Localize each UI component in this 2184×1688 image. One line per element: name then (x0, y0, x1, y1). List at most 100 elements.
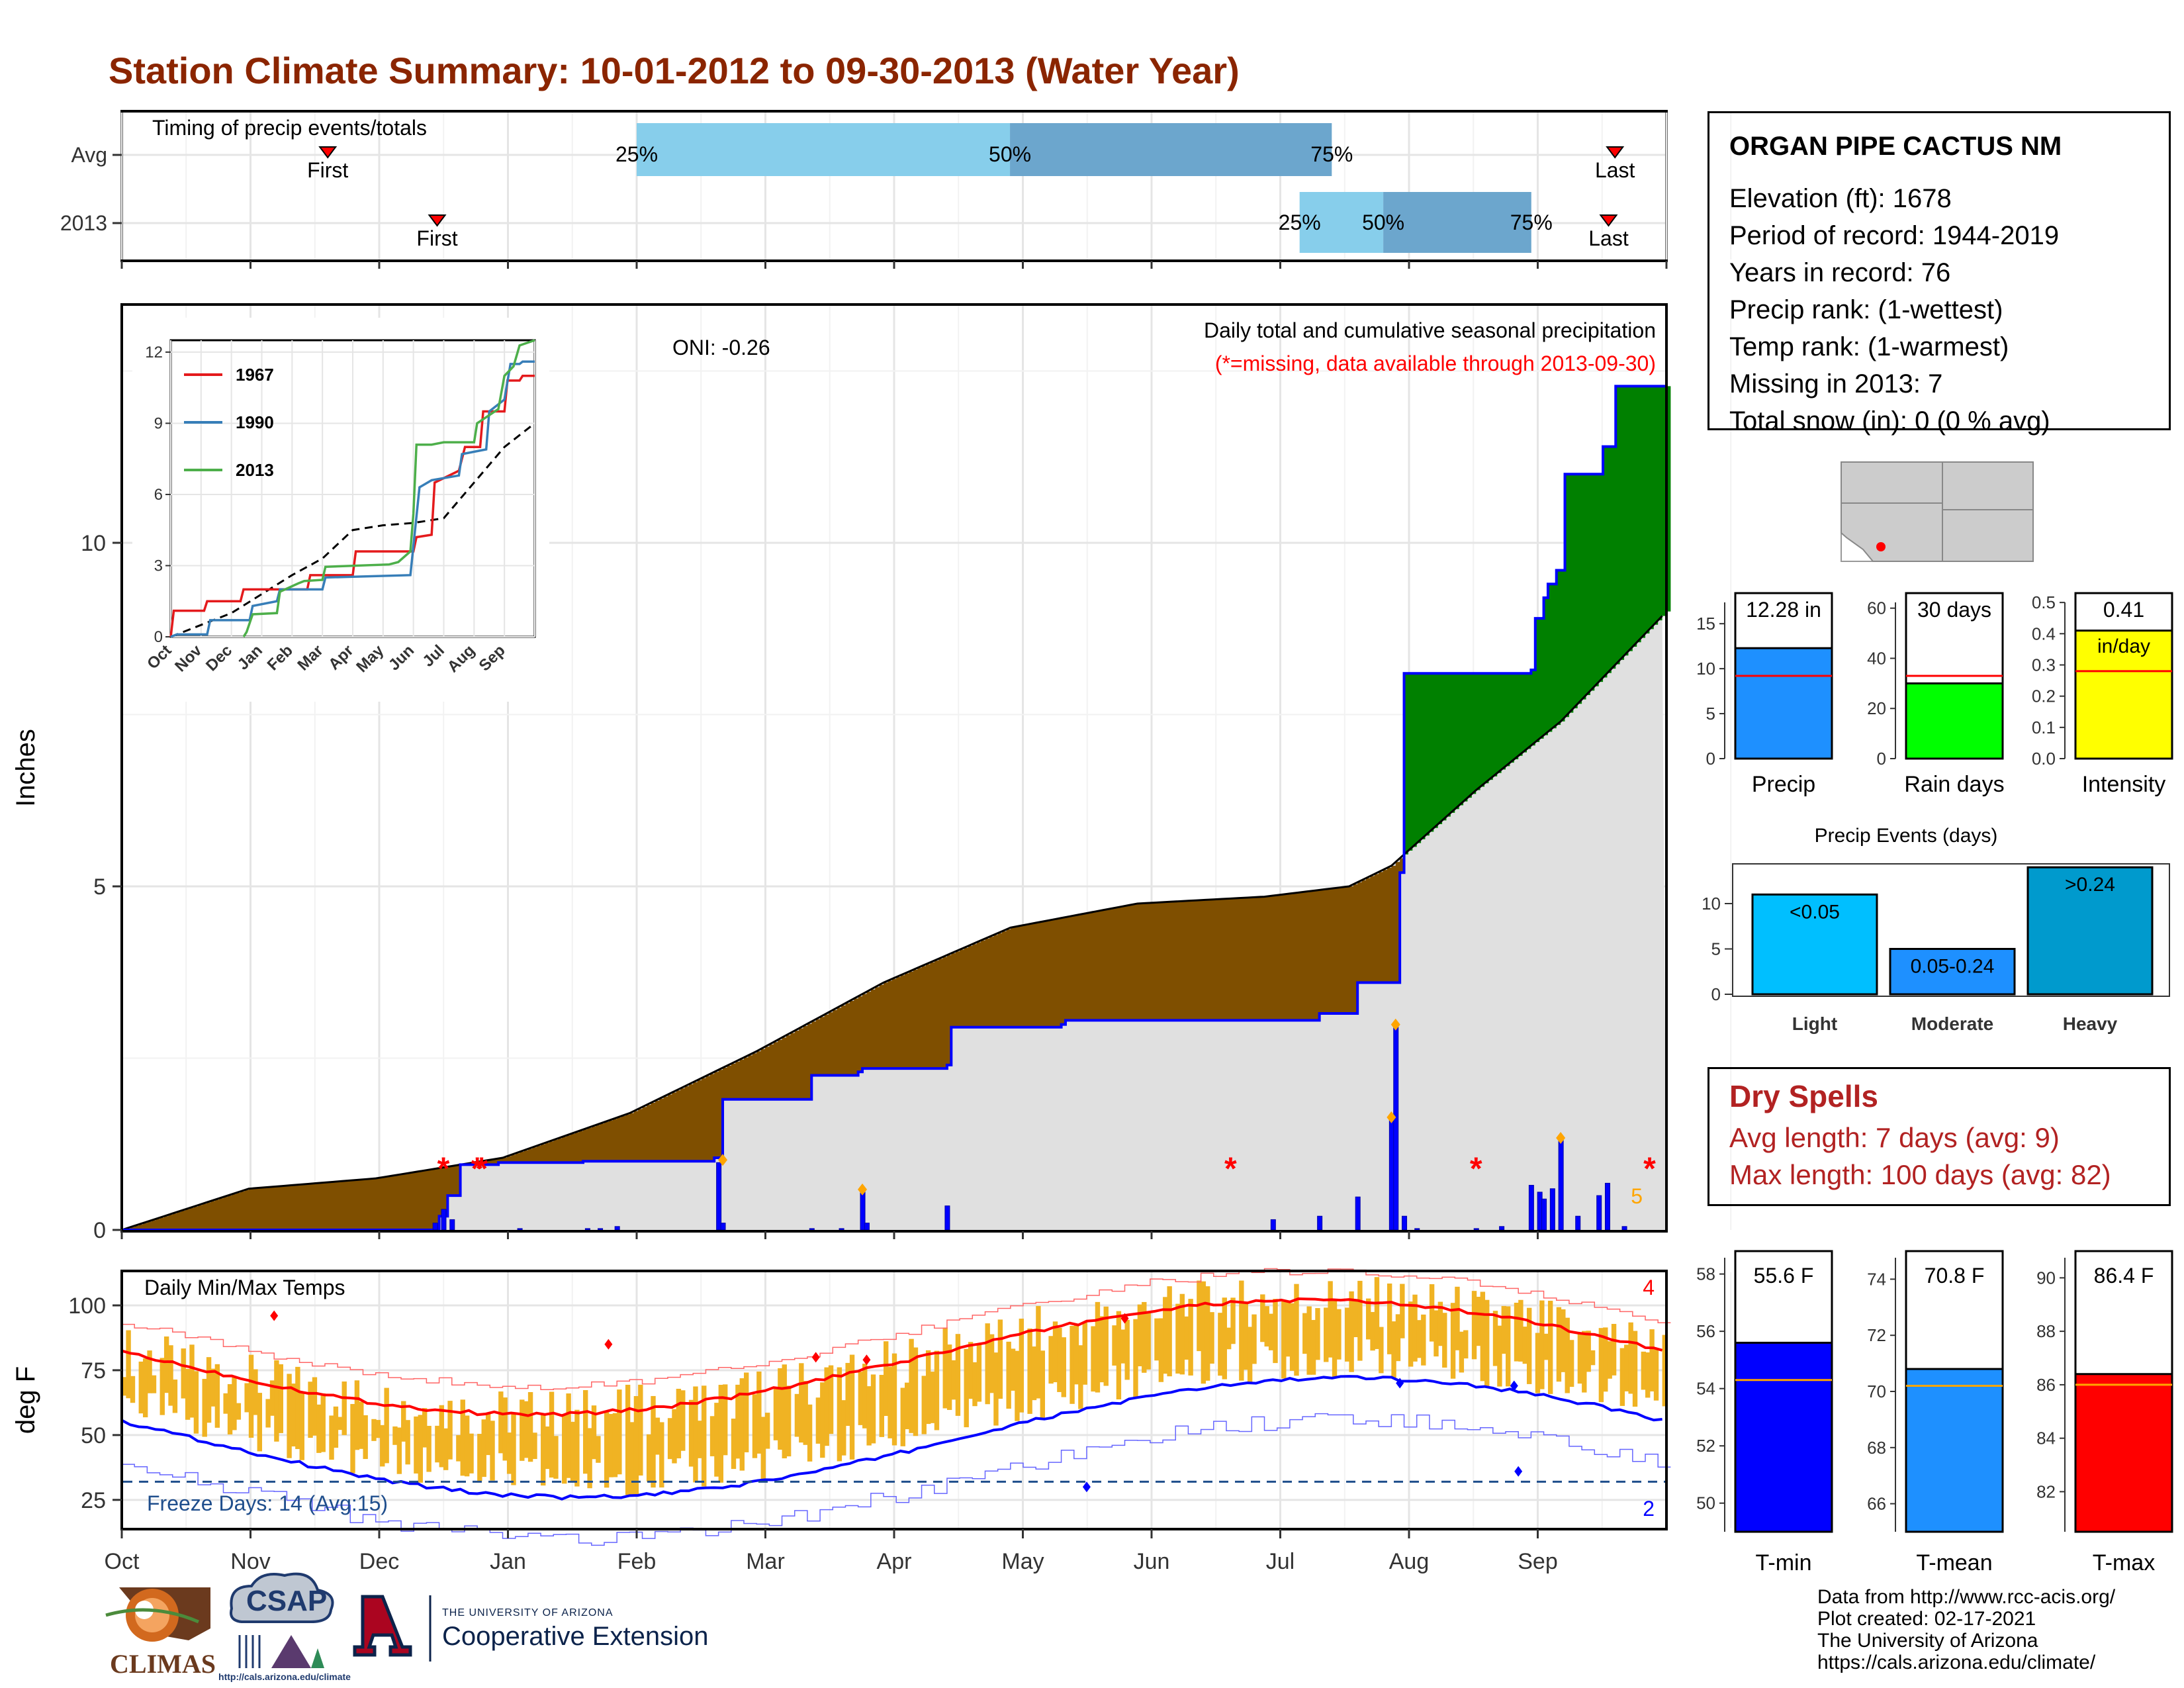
daily-temp-range-bar (1027, 1328, 1032, 1414)
events-bar-moderate (1889, 948, 2016, 996)
daily-temp-range-bar (1374, 1277, 1380, 1349)
daily-temp-range-bar (1010, 1348, 1016, 1391)
daily-temp-range-bar (1332, 1299, 1338, 1378)
daily-temp-range-bar (299, 1392, 304, 1460)
daily-temp-range-bar (1345, 1307, 1350, 1362)
tmin-bar (1734, 1341, 1833, 1533)
daily-temp-range-bar (435, 1425, 440, 1463)
daily-temp-range-bar (1095, 1301, 1101, 1393)
month-label-mar: Mar (746, 1549, 785, 1574)
daily-temp-range-bar (506, 1432, 512, 1474)
tmax-axis-label: T-max (2093, 1550, 2155, 1575)
credit-url: https://cals.arizona.edu/climate/ (1817, 1652, 2096, 1673)
intensity-tick-0.2: 0.2 (2032, 686, 2056, 706)
month-label-nov: Nov (230, 1549, 270, 1574)
timing-2013-first-marker (428, 214, 447, 227)
climas-logo-text: CLIMAS (110, 1649, 216, 1679)
daily-temp-range-bar (1379, 1327, 1384, 1374)
daily-temp-range-bar (333, 1406, 339, 1448)
daily-temp-range-bar (799, 1363, 804, 1443)
daily-temp-range-bar (384, 1387, 389, 1464)
timing-2013-last-label: Last (1588, 226, 1629, 250)
daily-precip-bar (716, 1162, 722, 1231)
daily-precip-bar (944, 1205, 950, 1231)
daily-temp-range-bar (447, 1401, 453, 1460)
daily-temp-range-bar (824, 1367, 829, 1446)
inset-series-2013 (242, 339, 535, 637)
daily-temp-range-bar (1526, 1307, 1532, 1384)
daily-temp-range-bar (464, 1415, 470, 1477)
inset-ytick-3: 3 (154, 557, 163, 575)
daily-temp-range-bar (1040, 1350, 1046, 1419)
daily-temp-range-bar (1158, 1318, 1164, 1382)
daily-temp-range-bar (392, 1426, 398, 1445)
tmax-tick-86: 86 (2036, 1375, 2056, 1395)
timing-2013-p50-label: 50% (1362, 211, 1404, 234)
daily-temp-range-bar (1603, 1327, 1608, 1392)
daily-temp-range-bar (862, 1364, 868, 1429)
daily-temp-range-bar (1324, 1307, 1329, 1362)
daily-temp-range-bar (1302, 1313, 1308, 1354)
temp-ytick-50: 50 (81, 1423, 106, 1448)
daily-temp-range-bar (1120, 1329, 1126, 1364)
daily-temp-range-bar (248, 1354, 254, 1438)
daily-temp-range-bar (1535, 1333, 1541, 1393)
events-title: Precip Events (days) (1815, 825, 1998, 847)
timing-avg-p25-label: 25% (615, 142, 658, 166)
daily-temp-range-bar (1514, 1302, 1520, 1362)
daily-temp-range-bar (147, 1350, 152, 1393)
tmin-axis-label: T-min (1756, 1550, 1812, 1575)
daily-temp-range-bar (541, 1415, 546, 1486)
daily-temp-range-bar (1078, 1345, 1083, 1409)
daily-temp-range-bar (1069, 1325, 1075, 1404)
daily-temp-range-bar (1450, 1303, 1456, 1379)
daily-temp-range-bar (1205, 1286, 1210, 1381)
daily-temp-range-bar (202, 1379, 207, 1437)
daily-temp-range-bar (1421, 1314, 1426, 1366)
daily-temp-range-bar (1501, 1305, 1507, 1354)
daily-precip-bar (809, 1228, 815, 1231)
intensity-tick-0.3: 0.3 (2032, 655, 2056, 675)
daily-temp-range-bar (274, 1360, 279, 1442)
timing-avg-p50-label: 50% (989, 142, 1031, 166)
dry-spells-max: Max length: 100 days (avg: 82) (1729, 1159, 2111, 1190)
daily-temp-range-bar (972, 1362, 978, 1407)
daily-temp-range-bar (1082, 1322, 1087, 1385)
daily-precip-bar (1549, 1188, 1555, 1231)
daily-temp-range-bar (993, 1352, 999, 1426)
daily-temp-range-bar (295, 1366, 300, 1450)
record-temp-marker (862, 1354, 871, 1366)
missing-data-marker: * (1470, 1151, 1482, 1186)
daily-temp-range-bar (989, 1334, 995, 1393)
daily-temp-range-bar (807, 1404, 813, 1462)
timing-avg-last-marker (1606, 146, 1625, 159)
daily-temp-range-bar (1310, 1320, 1316, 1375)
daily-temp-range-bar (253, 1369, 258, 1415)
month-axis: Oct Nov Dec Jan Feb Mar Apr May Jun Jul Aug Sep (105, 1231, 1558, 1574)
daily-temp-range-bar (520, 1399, 525, 1461)
daily-temp-range-bar (566, 1393, 571, 1478)
daily-temp-range-bar (782, 1364, 787, 1459)
daily-temp-range-bar (316, 1404, 322, 1453)
daily-temp-range-bar (1103, 1306, 1109, 1386)
events-tick-0: 0 (1711, 984, 1721, 1004)
daily-temp-range-bar (1112, 1325, 1117, 1366)
daily-temp-range-bar (1264, 1306, 1269, 1347)
month-label-aug: Aug (1389, 1549, 1430, 1574)
credit-university: The University of Arizona (1817, 1630, 2038, 1652)
intensity-tick-0.0: 0.0 (2032, 749, 2056, 769)
daily-temp-range-bar (456, 1434, 461, 1462)
daily-temp-range-bar (1480, 1291, 1486, 1382)
credit-data-source: Data from http://www.rcc-acis.org/ (1817, 1586, 2116, 1608)
temp-panel: Daily Min/Max Temps Freeze Days: 14 (Avg… (11, 1268, 1732, 1546)
daily-temp-range-bar (849, 1354, 855, 1460)
inset-ytick-0: 0 (154, 628, 163, 646)
events-axis-label-moderate: Moderate (1911, 1013, 1993, 1034)
daily-temp-range-bar (1260, 1294, 1265, 1342)
timing-2013-p75-label: 75% (1510, 211, 1553, 234)
daily-temp-range-bar (130, 1376, 136, 1403)
daily-temp-range-bar (206, 1357, 212, 1423)
record-temp-marker (604, 1338, 613, 1350)
daily-temp-range-bar (214, 1364, 220, 1428)
record-temp-marker (1120, 1313, 1129, 1324)
